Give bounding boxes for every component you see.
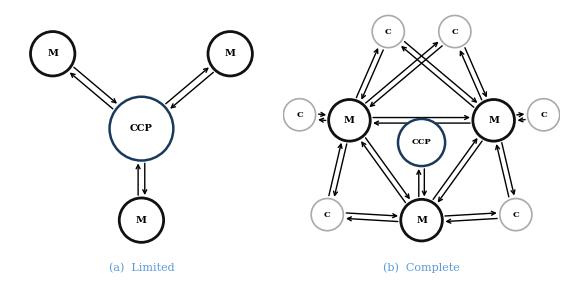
Text: M: M: [344, 116, 355, 125]
Text: C: C: [540, 111, 547, 119]
Text: M: M: [47, 49, 58, 58]
Text: M: M: [416, 216, 427, 225]
Circle shape: [473, 99, 515, 141]
Circle shape: [283, 99, 316, 131]
Text: C: C: [324, 211, 330, 219]
Circle shape: [329, 99, 370, 141]
Circle shape: [30, 32, 75, 76]
Circle shape: [372, 15, 404, 48]
Text: C: C: [512, 211, 519, 219]
Circle shape: [528, 99, 560, 131]
Text: CCP: CCP: [412, 139, 431, 146]
Text: (b)  Complete: (b) Complete: [383, 262, 460, 273]
Text: C: C: [296, 111, 303, 119]
Text: CCP: CCP: [130, 124, 153, 133]
Text: C: C: [385, 28, 392, 36]
Circle shape: [119, 198, 164, 242]
Circle shape: [401, 199, 443, 241]
Circle shape: [311, 199, 343, 231]
Text: M: M: [225, 49, 236, 58]
Text: (a)  Limited: (a) Limited: [109, 262, 175, 273]
Circle shape: [398, 119, 445, 166]
Circle shape: [110, 97, 173, 160]
Text: M: M: [488, 116, 499, 125]
Text: C: C: [452, 28, 458, 36]
Text: M: M: [136, 216, 147, 225]
Circle shape: [208, 32, 252, 76]
Circle shape: [439, 15, 471, 48]
Circle shape: [500, 199, 532, 231]
